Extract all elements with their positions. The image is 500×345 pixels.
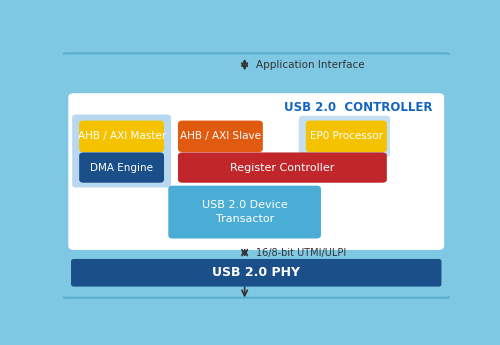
FancyBboxPatch shape: [72, 115, 171, 188]
Text: USB 2.0 PHY: USB 2.0 PHY: [212, 266, 300, 279]
FancyBboxPatch shape: [68, 93, 444, 250]
Text: Register Controller: Register Controller: [230, 162, 334, 172]
FancyBboxPatch shape: [178, 152, 387, 183]
Text: AHB / AXI Slave: AHB / AXI Slave: [180, 131, 261, 141]
Text: AHB / AXI Master: AHB / AXI Master: [78, 131, 166, 141]
FancyBboxPatch shape: [71, 259, 442, 287]
FancyBboxPatch shape: [178, 120, 263, 152]
FancyBboxPatch shape: [58, 53, 453, 298]
FancyBboxPatch shape: [79, 120, 164, 152]
Text: 16/8-bit UTMI/ULPI: 16/8-bit UTMI/ULPI: [256, 248, 346, 258]
Text: USB 2.0 Device
Transactor: USB 2.0 Device Transactor: [202, 200, 288, 224]
Text: Application Interface: Application Interface: [256, 59, 365, 69]
Text: EP0 Processor: EP0 Processor: [310, 131, 383, 141]
FancyBboxPatch shape: [168, 186, 321, 238]
FancyBboxPatch shape: [299, 116, 390, 157]
FancyBboxPatch shape: [79, 152, 164, 183]
Text: DMA Engine: DMA Engine: [90, 162, 153, 172]
FancyBboxPatch shape: [306, 120, 387, 152]
Text: USB 2.0  CONTROLLER: USB 2.0 CONTROLLER: [284, 101, 432, 114]
